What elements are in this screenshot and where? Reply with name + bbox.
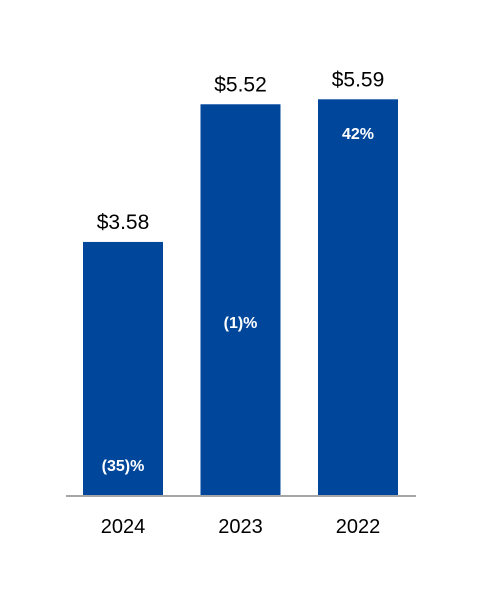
value-label-2022: $5.59 (332, 68, 385, 91)
value-label-2024: $3.58 (97, 211, 150, 234)
change-label-2022: 42% (342, 126, 374, 143)
change-label-2024: (35)% (102, 458, 145, 475)
bar-2023 (200, 104, 281, 496)
x-tick-label-2023: 2023 (218, 516, 263, 538)
labels-layer: $3.58 (35)% 2024 $5.52 (1)% 2023 $5.59 42% 2022 (97, 68, 385, 538)
bar-2022 (318, 99, 398, 496)
value-label-2023: $5.52 (214, 73, 267, 96)
change-label-2023: (1)% (224, 315, 258, 332)
bars-layer (83, 99, 398, 496)
x-tick-label-2024: 2024 (101, 516, 146, 538)
bar-2024 (83, 241, 163, 496)
x-tick-label-2022: 2022 (336, 516, 381, 538)
